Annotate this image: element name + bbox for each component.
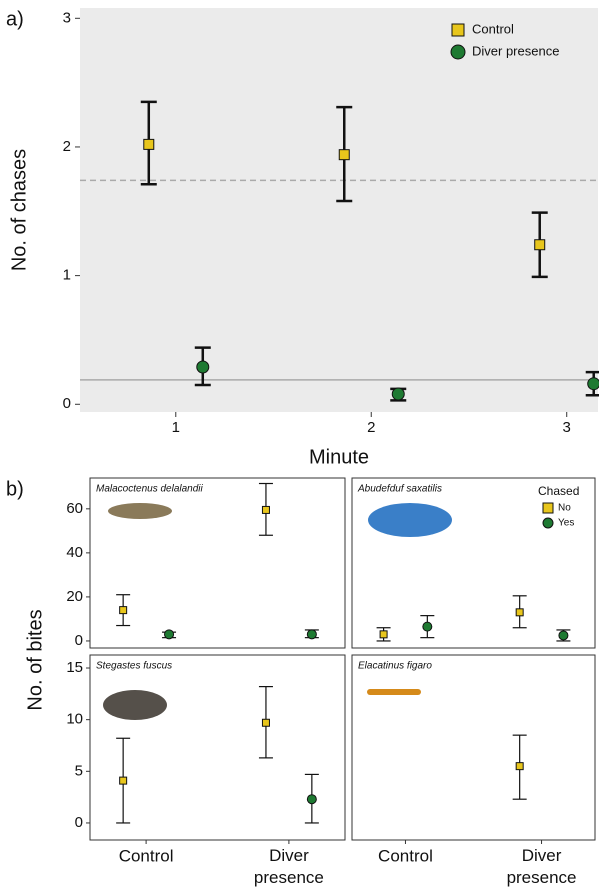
y-tick-label: 15 [66, 659, 83, 676]
legend-label: Diver presence [472, 43, 559, 58]
y-tick-label: 5 [75, 762, 83, 779]
y-tick-label: 3 [63, 9, 71, 26]
x-axis-title: Minute [309, 446, 369, 468]
y-tick-label: 2 [63, 138, 71, 155]
panel-label: a) [6, 8, 24, 30]
legend-marker [452, 24, 464, 36]
x-tick-label: Control [119, 846, 174, 865]
point [516, 763, 523, 770]
y-axis-title: No. of bites [24, 609, 46, 710]
facet-title: Abudefduf saxatilis [357, 484, 442, 495]
legend-marker [543, 518, 553, 528]
fish-icon [368, 503, 452, 537]
point [144, 139, 154, 149]
y-axis-title: No. of chases [8, 149, 30, 271]
point [535, 240, 545, 250]
x-tick-label: 3 [563, 419, 571, 436]
facet-frame [90, 478, 345, 648]
facet-frame [352, 655, 595, 840]
point [262, 719, 269, 726]
facet-frame [90, 655, 345, 840]
point [559, 631, 568, 640]
y-tick-label: 0 [75, 814, 83, 831]
legend-label: Control [472, 21, 514, 36]
point [307, 630, 316, 639]
y-tick-label: 20 [66, 588, 83, 605]
fish-illustrations [103, 503, 452, 720]
figure: a) 0 1 2 3 1 2 3 Minute No. of chases Control Diver… [0, 0, 599, 890]
y-tick-label: 0 [75, 632, 83, 649]
panel-label: b) [6, 478, 24, 500]
x-tick-label: Control [378, 846, 433, 865]
legend-title: Chased [538, 484, 579, 498]
legend-label: No [558, 503, 571, 514]
y-tick-label: 40 [66, 544, 83, 561]
fish-icon [108, 503, 172, 519]
point [262, 506, 269, 513]
point [307, 795, 316, 804]
point [120, 607, 127, 614]
point [197, 361, 209, 373]
x-tick-label: 1 [172, 419, 180, 436]
point [165, 630, 174, 639]
point [588, 378, 599, 390]
point [380, 631, 387, 638]
point [392, 388, 404, 400]
y-tick-label: 0 [63, 395, 71, 412]
y-tick-label: 60 [66, 500, 83, 517]
x-tick-label: 2 [367, 419, 375, 436]
legend-label: Yes [558, 518, 574, 529]
y-tick-label: 1 [63, 267, 71, 284]
facet-title: Stegastes fuscus [96, 661, 172, 672]
fish-icon [367, 689, 421, 695]
plot-background [80, 8, 598, 412]
point [120, 777, 127, 784]
legend-marker [451, 45, 465, 59]
legend-marker [543, 503, 553, 513]
facet-title: Malacoctenus delalandii [96, 484, 204, 495]
y-tick-label: 10 [66, 711, 83, 728]
point [423, 622, 432, 631]
point [339, 150, 349, 160]
facet-title: Elacatinus figaro [358, 661, 432, 672]
point [516, 609, 523, 616]
fish-icon [103, 690, 167, 720]
